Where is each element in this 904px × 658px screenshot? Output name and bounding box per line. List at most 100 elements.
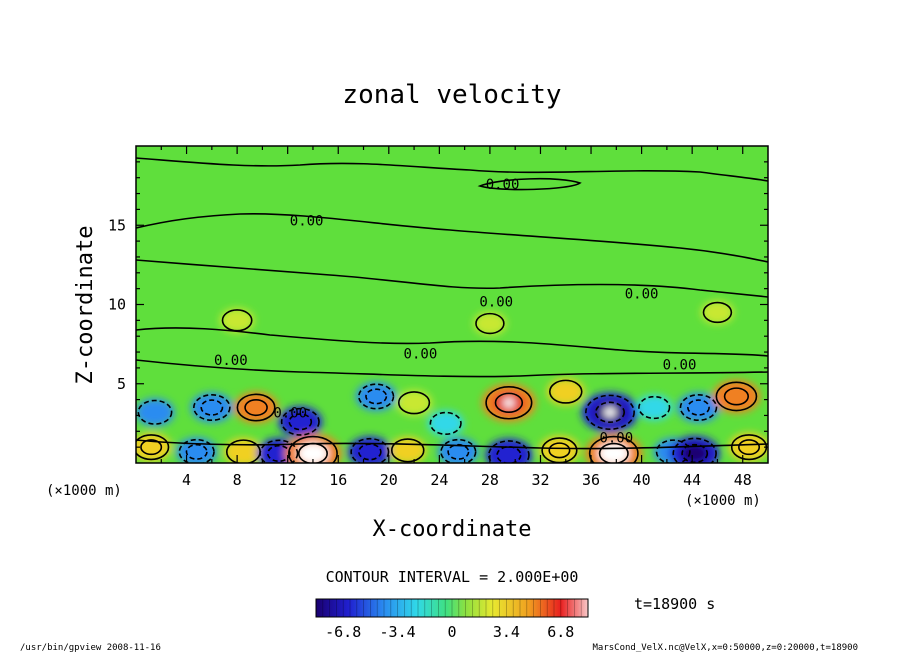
contour-ring: [679, 394, 718, 422]
contour-line: [136, 157, 768, 182]
contour-ring: [193, 394, 231, 422]
colorbar-tick-label: -3.4: [380, 623, 416, 641]
contour-ring: [496, 445, 522, 463]
contour-label: 0.00: [486, 177, 520, 193]
field-cell-core: [548, 442, 571, 459]
contour-ring: [687, 399, 710, 416]
colorbar-gradient: [316, 599, 588, 617]
x-unit-right: (×1000 m): [685, 493, 761, 509]
field-cell: [546, 378, 585, 405]
contour-ring: [288, 435, 338, 463]
contour-label: 0.00: [625, 286, 659, 302]
contour-ring: [358, 443, 382, 461]
contour-ring: [140, 439, 163, 456]
colorbar-stripes: [322, 599, 582, 617]
colorbar-tick-label: 0: [447, 623, 456, 641]
field-cell-core: [447, 443, 470, 460]
x-tick-label: 28: [481, 471, 499, 489]
field-cell: [701, 300, 734, 325]
x-tick-label: 24: [430, 471, 448, 489]
field-cell-peak: [502, 398, 515, 408]
x-ticks: 4 8 12 16 20 24 28 32 36 40 44 48: [160, 146, 752, 489]
field-cell-core: [680, 443, 709, 463]
contour-label: 0.00: [214, 353, 248, 369]
contour-label: 0.00: [290, 213, 324, 229]
contour-ring: [738, 439, 761, 456]
x-tick-label: 44: [683, 471, 701, 489]
contour-ring: [488, 440, 530, 463]
colorbar-tick-label: -6.8: [325, 623, 361, 641]
y-tick-label: 10: [108, 296, 126, 314]
y-tick-label: 15: [108, 216, 126, 234]
contour-ring: [548, 379, 583, 404]
field-cell: [388, 437, 427, 463]
contour-ring: [397, 391, 431, 415]
colorbar-tick-label: 3.4: [493, 623, 520, 641]
field-cell: [427, 410, 464, 437]
contour-line: [136, 439, 768, 450]
contour-line: [477, 177, 582, 191]
field-cell-core: [364, 388, 388, 405]
contour-ring: [137, 399, 173, 425]
field-cell-peak: [306, 448, 320, 459]
contour-ring: [588, 435, 639, 463]
x-unit-left: (×1000 m): [46, 483, 122, 499]
contour-ring: [548, 442, 571, 459]
contour-ring: [494, 392, 524, 413]
contour-ring: [672, 437, 717, 463]
contour-ring: [594, 401, 625, 424]
contour-ring: [221, 309, 253, 332]
field-cell: [219, 308, 255, 333]
contour-ring: [598, 442, 629, 463]
x-tick-label: 36: [582, 471, 600, 489]
chart-title: zonal velocity: [342, 80, 561, 110]
contour-lines: [136, 157, 768, 463]
x-tick-label: 40: [633, 471, 651, 489]
contour-ring: [259, 439, 299, 463]
contour-ring: [358, 383, 395, 410]
x-tick-label: 12: [279, 471, 297, 489]
y-tick-label: 5: [117, 375, 126, 393]
contour-label: 0.00: [273, 405, 307, 421]
colorbar-tick-label: 6.8: [547, 623, 574, 641]
x-tick-label: 48: [734, 471, 752, 489]
contour-ring: [200, 399, 224, 416]
field-cell-core: [185, 443, 208, 460]
contour-ring: [475, 312, 505, 335]
contour-ring: [297, 442, 328, 463]
contour-labels: 0.00 0.00 0.00 0.00 0.00 0.00 0.00 0.00 0.00: [214, 177, 696, 447]
footer-right: MarsCond_VelX.nc@VelX,x=0:50000,z=0:2000…: [592, 643, 858, 653]
contour-ring: [655, 439, 691, 463]
x-tick-label: 32: [531, 471, 549, 489]
x-tick-label: 20: [380, 471, 398, 489]
contour-ring: [447, 443, 470, 460]
contour-label: 0.00: [663, 358, 697, 374]
contour-ring: [390, 438, 425, 463]
contour-ring: [350, 437, 390, 463]
contour-ring: [136, 434, 170, 461]
field-cell: [136, 398, 175, 427]
colorbar: -6.8 -3.4 0 3.4 6.8: [315, 598, 589, 641]
contour-ring: [185, 443, 208, 460]
field-cell-core: [357, 443, 382, 461]
time-label: t=18900 s: [634, 595, 715, 613]
footer-left: /usr/bin/gpview 2008-11-16: [20, 643, 161, 653]
contour-ring: [715, 381, 758, 412]
contour-ring: [429, 411, 462, 436]
contour-ring: [702, 301, 733, 324]
contour-ring: [638, 395, 671, 420]
contour-ring: [178, 438, 215, 463]
contour-line: [136, 212, 768, 263]
contour-label: 0.00: [599, 431, 633, 447]
contour-ring: [365, 388, 388, 405]
field-cell-core: [139, 439, 163, 456]
contour-ring: [280, 407, 320, 436]
contour-label: 0.00: [404, 347, 438, 363]
contour-ring: [288, 413, 313, 431]
field-cell-core: [243, 399, 269, 417]
field-cell-core: [200, 399, 224, 416]
field-cell-core: [495, 445, 522, 463]
contour-ring: [440, 438, 477, 463]
contour-label: 0.00: [479, 294, 513, 310]
